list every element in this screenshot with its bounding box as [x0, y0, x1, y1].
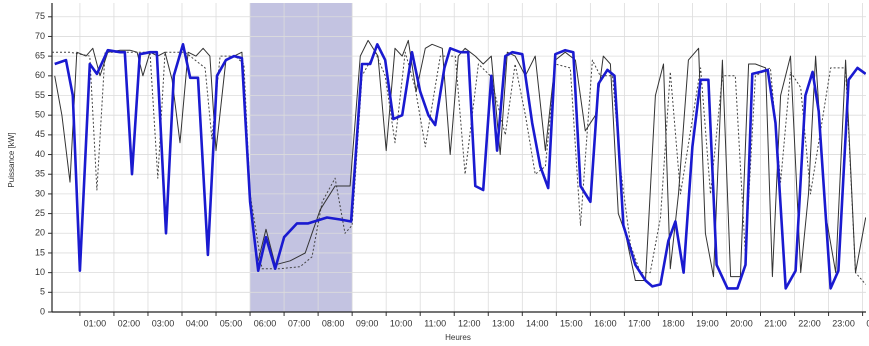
x-tick-label: 18:00 — [662, 318, 685, 328]
y-tick-label: 50 — [35, 110, 45, 120]
x-tick-label: 23:00 — [832, 318, 855, 328]
x-tick-label: 20:00 — [730, 318, 753, 328]
x-tick-label: 07:00 — [288, 318, 311, 328]
x-tick-label: 10:00 — [390, 318, 413, 328]
y-axis-label: Puissance [kW] — [7, 132, 16, 187]
x-tick-label: 12:00 — [458, 318, 481, 328]
x-tick-label: 06:00 — [254, 318, 277, 328]
x-tick-label: 03:00 — [152, 318, 175, 328]
x-tick-label: 11:00 — [424, 318, 446, 328]
x-tick-label: 21:00 — [764, 318, 787, 328]
x-tick-label: 00:00 — [866, 318, 869, 328]
y-tick-label: 60 — [35, 70, 45, 80]
y-tick-label: 75 — [35, 11, 45, 21]
series-line — [54, 39, 866, 281]
y-tick-label: 40 — [35, 149, 45, 159]
y-tick-label: 45 — [35, 129, 45, 139]
series-line — [54, 43, 866, 290]
x-tick-label: 02:00 — [118, 318, 141, 328]
x-tick-label: 17:00 — [628, 318, 651, 328]
x-tick-label: 04:00 — [186, 318, 209, 328]
x-tick-label: 01:00 — [84, 318, 107, 328]
x-tick-label: 13:00 — [492, 318, 515, 328]
x-tick-label: 05:00 — [220, 318, 243, 328]
x-tick-label: 09:00 — [356, 318, 379, 328]
y-tick-label: 25 — [35, 208, 45, 218]
y-tick-label: 5 — [40, 287, 45, 297]
x-tick-label: 22:00 — [798, 318, 821, 328]
x-tick-label: 15:00 — [560, 318, 583, 328]
y-tick-label: 70 — [35, 31, 45, 41]
y-tick-label: 55 — [35, 90, 45, 100]
y-tick-label: 15 — [35, 247, 45, 257]
y-tick-label: 35 — [35, 169, 45, 179]
x-tick-label: 16:00 — [594, 318, 617, 328]
y-tick-label: 30 — [35, 188, 45, 198]
x-axis-label: Heures — [445, 333, 471, 342]
x-tick-label: 08:00 — [322, 318, 345, 328]
y-tick-label: 0 — [40, 306, 45, 316]
highlight-band — [250, 3, 353, 312]
x-tick-label: 14:00 — [526, 318, 549, 328]
y-tick-label: 10 — [35, 267, 45, 277]
y-tick-label: 65 — [35, 51, 45, 61]
x-tick-label: 19:00 — [696, 318, 719, 328]
y-tick-label: 20 — [35, 228, 45, 238]
